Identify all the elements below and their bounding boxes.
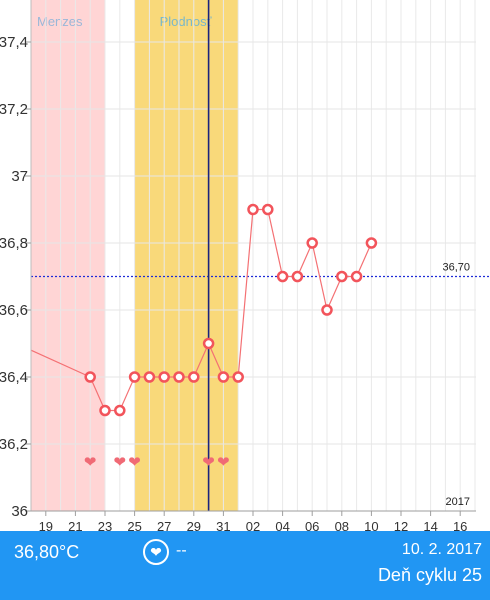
x-tick-label: 16 [453, 519, 467, 534]
data-point-7 [188, 371, 200, 383]
x-tick-label: 31 [216, 519, 230, 534]
heart-icon: ❤ [84, 454, 97, 471]
y-tick-label: 36,2 [0, 436, 28, 453]
chart-grid [30, 0, 476, 512]
reference-line-label: 36,70 [442, 262, 470, 274]
phase-label-0: Menzes [37, 14, 83, 29]
bottom-info-bar: 36,80°C ❤ -- 10. 2. 2017 Deň cyklu 25 [0, 531, 490, 600]
data-point-0 [84, 371, 96, 383]
data-point-14 [291, 270, 304, 283]
reference-line: 36,70 [31, 0, 490, 511]
data-point-9 [217, 371, 230, 383]
heart-icon: ❤ [128, 454, 141, 471]
intercourse-markers: ❤ ❤ ❤ ❤ ❤ [84, 454, 230, 471]
temperature-series [30, 203, 378, 417]
data-point-6 [173, 371, 185, 383]
y-tick-label: 36,4 [0, 369, 28, 386]
chart-axes: 36 36,2 36,4 36,6 36,8 37 37,2 37,4 19 21 23 25 27 29… [0, 0, 476, 534]
cycle-day: Deň cyklu 25 [377, 565, 482, 585]
x-tick-label: 25 [127, 519, 141, 534]
intercourse-status: -- [176, 542, 187, 559]
x-tick-label: 23 [98, 519, 112, 534]
data-point-19 [365, 237, 378, 249]
data-point-2 [114, 404, 126, 417]
data-point-8 [202, 337, 215, 350]
data-point-17 [336, 270, 348, 283]
data-point-4 [143, 371, 156, 383]
data-point-12 [262, 203, 274, 216]
data-point-1 [99, 404, 111, 417]
data-point-5 [158, 371, 170, 383]
data-point-16 [321, 304, 333, 316]
current-date: 10. 2. 2017 [401, 541, 482, 558]
phase-bands: Menzes Plodnosť [31, 0, 239, 511]
phase-label-1: Plodnosť [160, 14, 212, 29]
data-point-13 [276, 270, 289, 283]
heart-icon: ❤ [202, 454, 215, 471]
heart-icon: ❤ [114, 454, 127, 471]
data-point-18 [350, 270, 363, 283]
heart-icon: ❤ [217, 454, 230, 471]
y-tick-label: 36 [11, 503, 28, 520]
x-tick-label: 04 [275, 519, 289, 534]
x-tick-label: 12 [394, 519, 408, 534]
x-tick-label: 14 [423, 519, 437, 534]
y-tick-label: 36,6 [0, 302, 28, 319]
x-tick-label: 19 [39, 519, 53, 534]
current-temperature: 36,80°C [14, 542, 80, 562]
x-tick-label: 21 [68, 519, 82, 534]
x-tick-label: 08 [335, 519, 349, 534]
y-tick-label: 37,2 [0, 101, 28, 118]
x-tick-label: 06 [305, 519, 319, 534]
x-tick-label: 10 [364, 519, 378, 534]
y-tick-label: 36,8 [0, 235, 28, 252]
heart-icon[interactable]: ❤ [143, 539, 169, 565]
y-tick-label: 37,4 [0, 34, 28, 51]
series-lead-in [30, 349, 91, 378]
data-point-11 [247, 203, 259, 216]
phase-band-1 [134, 0, 239, 511]
year-label: 2017 [446, 496, 470, 508]
data-point-3 [128, 371, 141, 383]
x-tick-label: 02 [246, 519, 260, 534]
x-tick-label: 29 [187, 519, 201, 534]
data-point-15 [306, 237, 318, 249]
y-tick-label: 37 [11, 168, 28, 185]
x-tick-label: 27 [157, 519, 171, 534]
data-point-10 [232, 371, 244, 383]
temperature-chart: Menzes Plodnosť 36,70 ❤ ❤ ❤ ❤ ❤ 3636,236,436,… [0, 0, 490, 534]
phase-band-0 [31, 0, 105, 511]
